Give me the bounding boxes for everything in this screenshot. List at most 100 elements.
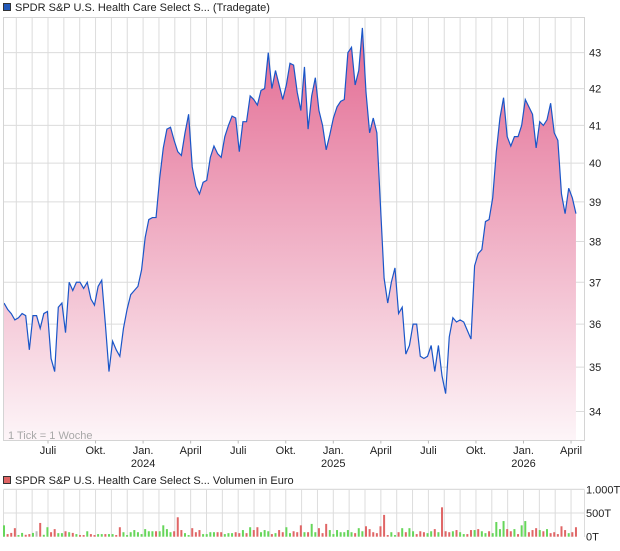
- volume-bar: [234, 532, 237, 537]
- volume-bar: [462, 534, 465, 537]
- volume-bar: [375, 533, 378, 537]
- volume-bar: [89, 534, 92, 537]
- volume-bar: [227, 533, 230, 537]
- x-tick-month-label: Jan.: [323, 445, 344, 457]
- volume-bar: [212, 532, 215, 537]
- price-y-tick-label: 41: [589, 120, 601, 132]
- x-tick-month-label: April: [370, 445, 392, 457]
- volume-bar: [480, 531, 483, 537]
- volume-bar: [527, 532, 530, 537]
- volume-bar: [415, 534, 418, 537]
- volume-bar: [162, 525, 165, 537]
- volume-bar: [383, 514, 386, 537]
- volume-bar: [531, 530, 534, 537]
- volume-bar: [546, 529, 548, 537]
- volume-bar: [10, 532, 13, 537]
- volume-bar: [180, 530, 183, 537]
- volume-bar: [202, 534, 205, 537]
- volume-bar: [307, 532, 310, 537]
- volume-bar: [205, 534, 208, 537]
- volume-bar: [535, 528, 538, 537]
- volume-bar: [24, 534, 27, 537]
- volume-bar: [184, 533, 186, 537]
- volume-bar: [379, 526, 382, 537]
- volume-bar: [538, 530, 541, 537]
- volume-bar: [13, 528, 16, 537]
- volume-bar: [71, 532, 74, 537]
- volume-bar: [144, 529, 147, 537]
- volume-bar: [3, 525, 5, 537]
- volume-bar: [42, 534, 45, 537]
- volume-bar: [564, 530, 567, 537]
- volume-bar: [245, 533, 248, 537]
- volume-bar: [223, 534, 226, 537]
- volume-bar: [187, 535, 190, 537]
- volume-bar: [455, 530, 458, 537]
- x-tick-month-label: Juli: [420, 445, 437, 457]
- x-tick-year-label: 2025: [321, 458, 345, 470]
- volume-bar: [209, 532, 212, 537]
- volume-bar: [147, 531, 150, 537]
- volume-bar: [140, 534, 143, 537]
- volume-bar: [437, 532, 440, 537]
- volume-bar: [310, 523, 313, 537]
- tick-interval-note: 1 Tick = 1 Woche: [8, 430, 92, 442]
- volume-bar: [441, 507, 444, 537]
- volume-y-tick-label: 1.000T: [586, 484, 620, 496]
- volume-bar: [165, 529, 168, 537]
- volume-bar: [517, 534, 520, 537]
- price-y-tick-label: 38: [589, 237, 601, 249]
- price-y-tick-label: 40: [589, 158, 601, 170]
- volume-bar: [506, 529, 509, 537]
- x-tick-year-label: 2026: [511, 458, 535, 470]
- volume-bar: [278, 530, 281, 537]
- volume-bar: [57, 533, 60, 537]
- volume-y-tick-label: 500T: [586, 508, 611, 520]
- volume-bar: [365, 526, 367, 537]
- volume-bar: [542, 531, 545, 537]
- volume-bar: [473, 530, 476, 537]
- volume-bar: [372, 532, 375, 537]
- x-tick-month-label: Juli: [230, 445, 247, 457]
- volume-bar: [336, 530, 339, 537]
- volume-bar: [115, 535, 118, 537]
- volume-bar: [303, 532, 306, 537]
- volume-bar: [571, 532, 574, 537]
- volume-bar: [97, 534, 100, 537]
- x-tick-month-label: Okt.: [276, 445, 296, 457]
- volume-bar: [158, 531, 161, 537]
- volume-bar: [53, 529, 56, 537]
- volume-bar: [68, 532, 71, 537]
- volume-bar: [100, 534, 103, 537]
- volume-bar: [498, 529, 501, 537]
- volume-bar: [484, 533, 487, 537]
- x-tick-month-label: Okt.: [466, 445, 486, 457]
- volume-bar: [567, 533, 570, 537]
- volume-bar: [35, 531, 38, 537]
- volume-bar: [79, 535, 82, 537]
- x-tick-month-label: April: [180, 445, 202, 457]
- volume-bar: [220, 532, 223, 537]
- price-area-fill: [4, 27, 576, 441]
- volume-bar: [267, 531, 270, 537]
- volume-bar: [397, 532, 400, 537]
- x-tick-month-label: Jan.: [513, 445, 534, 457]
- volume-bar: [252, 530, 255, 537]
- volume-bar: [491, 533, 494, 537]
- volume-bar: [82, 535, 85, 537]
- volume-bar: [31, 532, 34, 537]
- x-tick-year-label: 2024: [131, 458, 155, 470]
- volume-bar: [433, 529, 436, 537]
- volume-bar: [39, 522, 42, 537]
- volume-bar: [155, 531, 158, 537]
- price-area-group: [3, 27, 577, 441]
- volume-bar: [238, 533, 241, 537]
- volume-bar: [477, 529, 480, 537]
- price-y-axis: 34 35 36 37 38 39 40 41 42 43: [589, 48, 601, 419]
- volume-bar: [343, 532, 346, 537]
- x-tick-month-label: Jan.: [133, 445, 154, 457]
- volume-bar: [241, 530, 244, 537]
- volume-bar: [107, 534, 110, 537]
- volume-bar: [21, 532, 24, 537]
